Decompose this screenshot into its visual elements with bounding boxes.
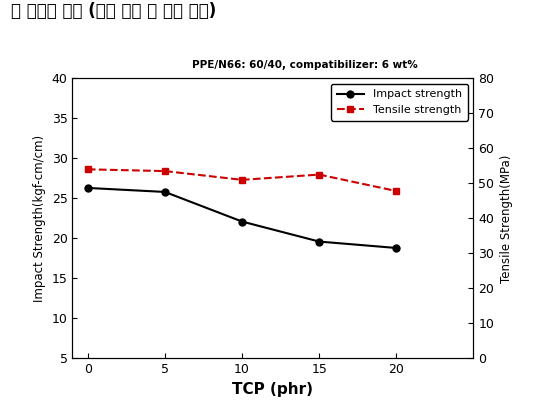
X-axis label: TCP (phr): TCP (phr)	[232, 382, 314, 397]
Text: 🔥 난연제 효과 (충격 강도 및 인장 강도): 🔥 난연제 효과 (충격 강도 및 인장 강도)	[11, 2, 216, 20]
Tensile strength	[316, 172, 323, 177]
Line: Impact strength: Impact strength	[84, 185, 400, 251]
Tensile strength	[162, 169, 168, 173]
Y-axis label: Impact Strength(kgf-cm/cm): Impact Strength(kgf-cm/cm)	[33, 135, 46, 302]
Text: PPE/N66: 60/40, compatibilizer: 6 wt%: PPE/N66: 60/40, compatibilizer: 6 wt%	[192, 60, 418, 70]
Impact strength	[393, 246, 400, 250]
Y-axis label: Tensile Strength(MPa): Tensile Strength(MPa)	[500, 154, 513, 283]
Tensile strength	[239, 177, 246, 182]
Legend: Impact strength, Tensile strength: Impact strength, Tensile strength	[331, 84, 468, 120]
Tensile strength	[85, 167, 91, 172]
Impact strength	[239, 219, 246, 224]
Impact strength	[162, 190, 168, 194]
Line: Tensile strength: Tensile strength	[84, 166, 400, 194]
Impact strength	[316, 239, 323, 244]
Tensile strength	[393, 189, 400, 194]
Impact strength	[85, 185, 91, 190]
